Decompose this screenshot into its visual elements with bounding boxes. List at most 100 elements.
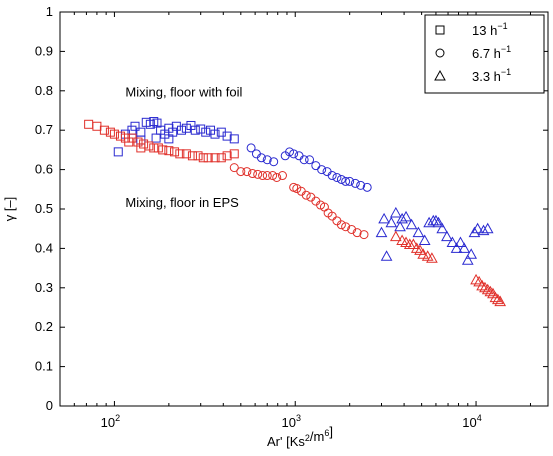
chart-axes: 0 0.1 0.2 0.3 0.4 0.5 0.6 0.7 0.8 0.9 1 102 103 104 Ar… — [2, 4, 549, 449]
data-point-foil-circle — [350, 178, 360, 188]
data-point-foil-square — [201, 127, 211, 137]
data-point-foil-triangle — [430, 214, 442, 226]
data-point-eps-triangle — [491, 293, 504, 305]
data-point-eps-triangle — [417, 248, 430, 259]
data-point-foil-circle — [262, 155, 272, 165]
x-tick-label: 102 — [101, 413, 120, 430]
data-point-foil-circle — [345, 176, 355, 186]
data-point-eps-circle — [277, 171, 287, 181]
data-point-foil-triangle — [465, 248, 478, 259]
legend-label: 3.3 h−1 — [472, 67, 511, 84]
legend-label: 6.7 h−1 — [472, 44, 511, 61]
data-point-eps-triangle — [470, 273, 482, 285]
data-point-eps-square — [203, 153, 213, 163]
data-point-eps-square — [92, 121, 102, 131]
data-point-eps-circle — [352, 228, 362, 238]
chart-marks — [84, 117, 507, 307]
data-point-eps-circle — [253, 169, 263, 179]
data-point-foil-circle — [299, 155, 309, 165]
data-point-foil-triangle — [450, 242, 463, 253]
data-point-foil-triangle — [441, 230, 453, 242]
y-tick-label: 0.8 — [35, 83, 53, 98]
data-point-eps-triangle — [476, 279, 488, 291]
data-point-foil-triangle — [436, 222, 449, 234]
data-point-eps-circle — [327, 211, 337, 221]
x-tick-label: 103 — [281, 413, 300, 430]
data-point-foil-triangle — [405, 218, 418, 230]
data-point-eps-triangle — [484, 285, 497, 297]
data-point-eps-triangle — [489, 291, 502, 303]
legend-marker-square — [435, 25, 445, 35]
data-point-eps-square — [210, 153, 220, 163]
data-point-foil-triangle — [423, 216, 435, 228]
data-point-foil-circle — [294, 151, 304, 161]
data-point-eps-triangle — [389, 230, 402, 242]
data-point-foil-triangle — [396, 212, 408, 224]
data-point-foil-square — [151, 133, 161, 143]
data-point-foil-triangle — [432, 216, 445, 228]
data-point-foil-triangle — [389, 206, 402, 218]
data-point-foil-circle — [251, 149, 261, 159]
data-point-foil-triangle — [400, 210, 412, 222]
data-point-foil-circle — [341, 176, 351, 186]
data-point-foil-circle — [332, 172, 342, 182]
data-point-foil-triangle — [385, 216, 398, 228]
y-tick-label: 0.5 — [35, 201, 53, 216]
data-point-eps-circle — [247, 169, 257, 179]
data-point-foil-circle — [285, 147, 295, 157]
data-point-foil-square — [210, 129, 220, 139]
data-point-foil-square — [229, 134, 239, 144]
data-point-eps-circle — [359, 230, 369, 240]
data-point-foil-triangle — [461, 254, 474, 265]
data-point-foil-circle — [336, 174, 346, 184]
x-tick-label: 104 — [462, 413, 481, 430]
data-point-eps-square — [149, 143, 159, 153]
data-point-foil-circle — [362, 182, 372, 192]
y-tick-label: 0.1 — [35, 359, 53, 374]
data-point-foil-square — [145, 119, 155, 129]
data-point-foil-triangle — [481, 222, 494, 234]
legend-label: 13 h−1 — [472, 21, 508, 38]
data-point-eps-square — [222, 151, 232, 161]
y-tick-label: 0.4 — [35, 240, 53, 255]
data-point-foil-square — [164, 134, 174, 144]
data-point-foil-triangle — [418, 234, 431, 246]
data-point-foil-square — [222, 131, 232, 141]
data-point-eps-square — [181, 149, 191, 159]
data-point-foil-triangle — [477, 224, 490, 236]
y-tick-label: 1 — [46, 4, 53, 19]
y-tick-label: 0.3 — [35, 280, 53, 295]
data-point-eps-square — [99, 125, 109, 135]
data-point-eps-circle — [262, 171, 272, 181]
y-tick-label: 0.7 — [35, 122, 53, 137]
data-point-foil-circle — [305, 155, 315, 165]
data-point-foil-square — [136, 127, 146, 137]
data-point-eps-triangle — [494, 295, 507, 307]
data-point-eps-triangle — [407, 238, 420, 249]
data-point-foil-triangle — [454, 236, 467, 247]
data-point-foil-square — [190, 125, 200, 135]
data-point-foil-circle — [289, 149, 299, 159]
data-point-foil-circle — [356, 180, 366, 190]
data-point-eps-circle — [341, 222, 351, 232]
data-point-foil-square — [113, 147, 123, 157]
data-point-eps-square — [115, 131, 125, 141]
data-point-foil-circle — [317, 165, 327, 175]
data-point-eps-square — [170, 147, 180, 157]
x-axis-label: Ar' [Ks2/m6] — [267, 424, 333, 449]
data-point-eps-triangle — [481, 283, 494, 295]
data-point-eps-square — [193, 151, 203, 161]
data-point-eps-circle — [236, 167, 246, 177]
y-tick-label: 0.2 — [35, 319, 53, 334]
data-point-foil-square — [181, 123, 191, 133]
data-point-foil-circle — [327, 171, 337, 181]
annotation-text: Mixing, floor in EPS — [125, 195, 239, 210]
data-point-foil-triangle — [412, 226, 425, 238]
data-point-foil-triangle — [375, 226, 388, 238]
data-point-eps-triangle — [426, 252, 438, 263]
data-point-foil-circle — [246, 143, 256, 153]
y-axis-label: γ [–] — [2, 197, 17, 222]
y-tick-label: 0 — [46, 398, 53, 413]
data-point-eps-square — [187, 151, 197, 161]
data-point-eps-square — [136, 143, 146, 153]
